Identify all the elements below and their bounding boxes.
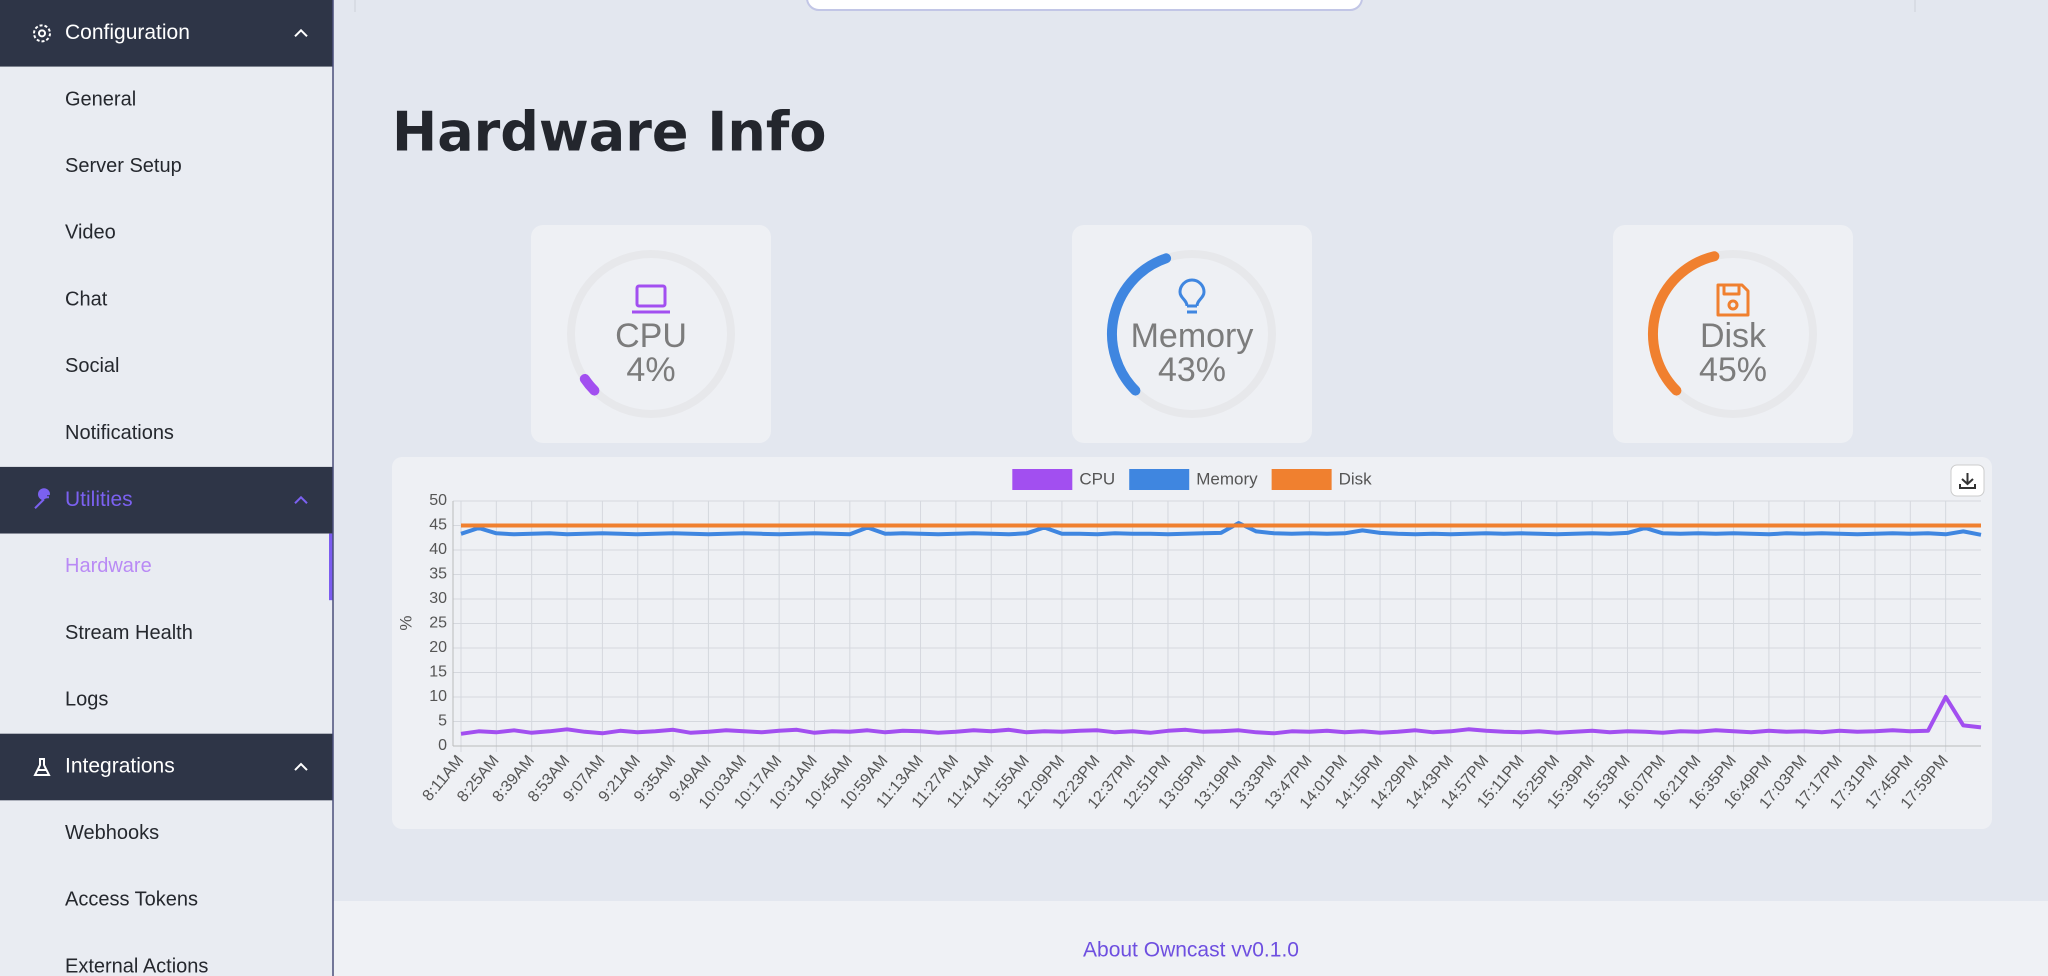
nav-item[interactable]: Stream Health <box>65 622 193 644</box>
nav-item[interactable]: Logs <box>65 689 108 711</box>
wrench <box>34 488 50 509</box>
gear-ring <box>33 24 51 43</box>
nav-item[interactable]: Hardware <box>65 555 152 577</box>
search-box[interactable] <box>806 0 1363 11</box>
chevron <box>294 28 308 38</box>
nav-item-bg[interactable] <box>0 333 333 401</box>
series-line <box>460 695 1982 736</box>
gauge-value: 43% <box>1158 351 1226 389</box>
section-title: Configuration <box>65 21 190 44</box>
section-icon <box>34 488 50 509</box>
nav-item-bg[interactable] <box>0 200 333 267</box>
nav-item-bg[interactable] <box>0 933 333 976</box>
section-icon <box>33 758 51 777</box>
gauge-icon <box>1716 283 1750 317</box>
nav-item-bg[interactable] <box>0 533 333 601</box>
gauge-icon <box>632 284 670 314</box>
nav-item[interactable]: Video <box>65 222 116 244</box>
legend-swatch[interactable] <box>1271 469 1332 490</box>
y-tick-label: 25 <box>429 615 447 632</box>
gear-hub <box>38 29 46 38</box>
laptop-base <box>632 304 670 314</box>
section-title: Integrations <box>65 755 175 778</box>
y-axis-label: % <box>396 615 415 630</box>
gauge-arc <box>1107 253 1172 396</box>
y-tick-label: 15 <box>429 664 447 681</box>
floppy <box>1716 283 1750 317</box>
flask <box>33 758 51 777</box>
section-header[interactable] <box>0 466 333 534</box>
legend-swatch[interactable] <box>1129 469 1190 490</box>
y-tick-label: 35 <box>429 566 447 583</box>
gauge-value: 4% <box>626 351 675 389</box>
y-tick-label: 30 <box>429 590 447 607</box>
nav-item[interactable]: Access Tokens <box>65 889 198 911</box>
y-tick-label: 20 <box>429 639 447 656</box>
y-tick-label: 40 <box>429 541 447 558</box>
footer-link[interactable]: About Owncast vv0.1.0 <box>1083 939 1299 962</box>
nav-item-bg[interactable] <box>0 400 333 467</box>
download-icon[interactable] <box>1959 473 1976 489</box>
nav-item[interactable]: General <box>65 88 136 110</box>
bulb <box>1178 278 1206 314</box>
legend-label[interactable]: Memory <box>1196 469 1258 488</box>
legend-swatch[interactable] <box>1012 469 1073 490</box>
nav-item[interactable]: Chat <box>65 288 108 310</box>
nav-item[interactable]: Notifications <box>65 422 174 444</box>
nav-item-bg[interactable] <box>0 133 333 201</box>
gauge-arc <box>579 373 600 396</box>
gauge-name: Disk <box>1700 317 1767 355</box>
nav-item[interactable]: Server Setup <box>65 155 182 177</box>
nav-item-bg[interactable] <box>0 266 333 334</box>
nav-item-bg[interactable] <box>0 600 333 667</box>
nav-item-bg[interactable] <box>0 867 333 934</box>
gauge-value: 45% <box>1699 351 1767 389</box>
nav-item-bg[interactable] <box>0 800 333 868</box>
nav-item[interactable]: External Actions <box>65 955 208 976</box>
gauge-name: Memory <box>1131 317 1254 355</box>
section-header[interactable] <box>0 0 333 67</box>
nav-item-bg[interactable] <box>0 667 333 734</box>
download-button[interactable] <box>1950 464 1985 497</box>
chevron <box>294 762 308 771</box>
section-icon <box>33 24 51 43</box>
nav-item[interactable]: Webhooks <box>65 822 159 844</box>
y-tick-label: 10 <box>429 688 447 705</box>
floppy-hub <box>1727 299 1739 311</box>
legend-label[interactable]: CPU <box>1079 469 1115 488</box>
y-tick-label: 45 <box>429 517 447 534</box>
section-header[interactable] <box>0 733 333 801</box>
legend-label[interactable]: Disk <box>1339 469 1373 488</box>
series-line <box>460 521 1982 537</box>
gauge-icon <box>1178 278 1206 314</box>
nav-item-bg[interactable] <box>0 66 333 134</box>
y-tick-label: 0 <box>438 737 447 754</box>
nav-item[interactable]: Social <box>65 355 119 377</box>
y-tick-label: 50 <box>429 492 447 509</box>
page-title: Hardware Info <box>392 101 826 164</box>
chevron <box>294 495 308 504</box>
gauge-name: CPU <box>615 317 687 355</box>
y-tick-label: 5 <box>438 713 447 730</box>
gauge-track <box>567 250 735 418</box>
active-indicator <box>329 533 333 601</box>
footer <box>333 901 2048 976</box>
gauge-arc <box>1648 251 1720 396</box>
section-title: Utilities <box>65 488 133 511</box>
